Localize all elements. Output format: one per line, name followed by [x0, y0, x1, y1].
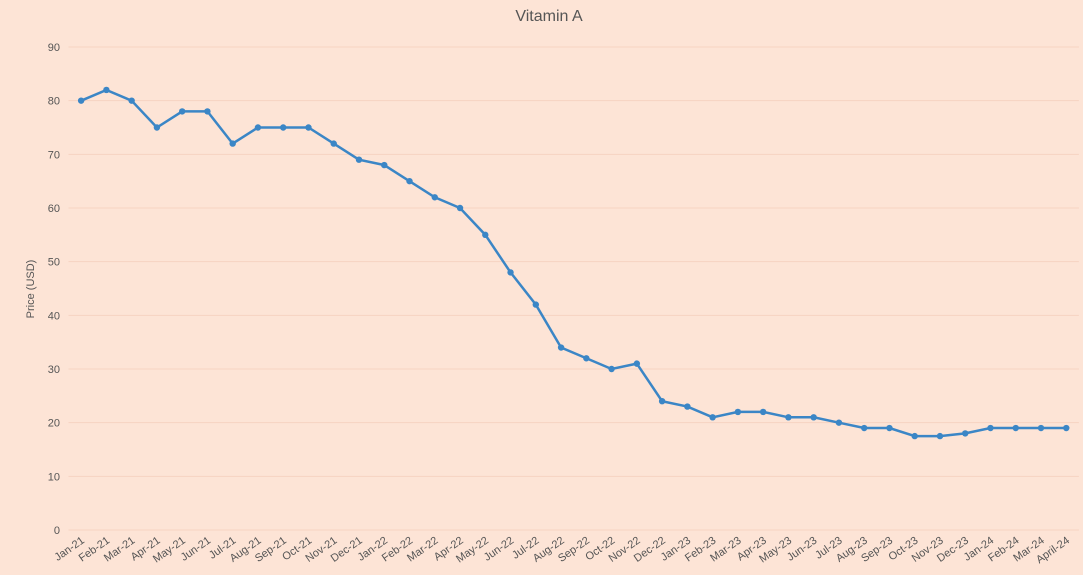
- point: [456, 204, 464, 212]
- point: [810, 414, 817, 421]
- point: [128, 97, 135, 104]
- y-axis-label: Price (USD): [25, 260, 37, 319]
- y-tick-label: 80: [48, 96, 60, 108]
- point: [280, 124, 287, 131]
- point: [305, 124, 312, 131]
- y-tick-label: 90: [48, 42, 60, 54]
- point: [886, 424, 893, 432]
- y-tick-label: 50: [48, 257, 60, 269]
- point: [860, 424, 868, 432]
- point: [911, 432, 918, 440]
- y-tick-label: 10: [48, 471, 60, 483]
- chart-title: Vitamin A: [515, 8, 583, 25]
- y-tick-label: 40: [48, 310, 60, 322]
- point: [103, 86, 110, 94]
- point: [1037, 424, 1045, 432]
- point: [330, 140, 337, 147]
- point: [1012, 424, 1019, 432]
- point: [557, 344, 565, 351]
- point: [658, 398, 666, 405]
- point: [355, 156, 363, 163]
- point: [608, 365, 615, 373]
- point: [77, 97, 85, 104]
- point: [936, 432, 944, 440]
- y-tick-label: 20: [48, 418, 60, 430]
- point: [734, 408, 742, 416]
- point: [229, 140, 236, 147]
- point: [178, 108, 186, 115]
- point: [406, 177, 413, 185]
- point: [633, 360, 641, 367]
- y-tick-label: 0: [54, 525, 60, 537]
- point: [835, 419, 843, 426]
- point: [1063, 424, 1070, 432]
- point: [987, 424, 994, 432]
- point: [153, 124, 161, 131]
- point: [254, 124, 262, 131]
- y-tick-label: 70: [48, 149, 60, 161]
- point: [709, 414, 716, 421]
- point: [482, 231, 489, 239]
- point: [583, 355, 590, 362]
- point: [532, 301, 540, 308]
- point: [785, 414, 792, 421]
- point: [759, 408, 767, 416]
- line: [80, 88, 1067, 438]
- y-tick-label: 30: [48, 364, 60, 376]
- point: [431, 194, 438, 201]
- point: [204, 108, 211, 115]
- point: [684, 403, 691, 410]
- point: [962, 430, 969, 437]
- point: [507, 269, 514, 276]
- point: [381, 161, 388, 169]
- y-tick-label: 60: [48, 203, 60, 215]
